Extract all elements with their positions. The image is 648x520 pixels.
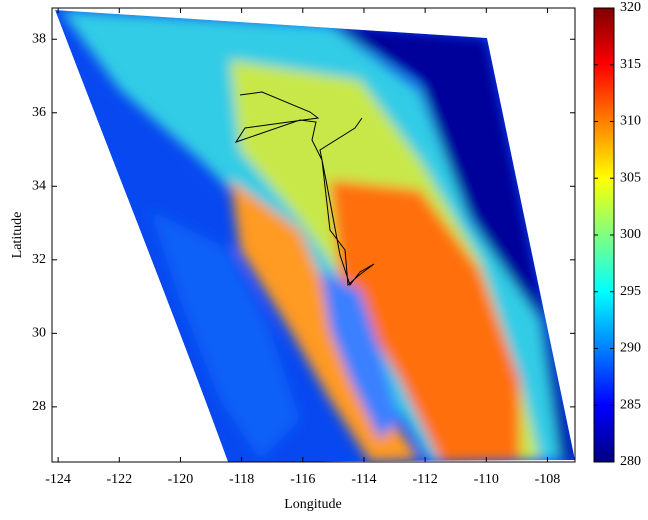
x-tick-label: -122 bbox=[106, 472, 132, 487]
y-tick-label: 38 bbox=[32, 31, 46, 46]
x-tick-label: -108 bbox=[535, 472, 561, 487]
colorbar-tick-label: 310 bbox=[620, 114, 641, 129]
x-tick-label: -124 bbox=[45, 472, 71, 487]
axes: -124 -122 -120 -118 -116 -114 -112 -110 -108 28 30… bbox=[32, 8, 575, 487]
y-tick-label: 34 bbox=[32, 179, 46, 194]
y-tick-label: 30 bbox=[32, 326, 46, 341]
colorbar-tick-label: 300 bbox=[620, 227, 641, 242]
x-axis-label: Longitude bbox=[284, 497, 342, 512]
y-axis-label: Latitude bbox=[10, 212, 25, 259]
x-tick-label: -118 bbox=[229, 472, 254, 487]
colorbar-tick-label: 320 bbox=[620, 0, 641, 15]
flight-track bbox=[234, 91, 375, 287]
y-tick-label: 32 bbox=[32, 252, 46, 267]
x-tick-label: -116 bbox=[290, 472, 315, 487]
temperature-swath bbox=[55, 10, 575, 462]
x-tick-label: -114 bbox=[351, 472, 376, 487]
x-tick-label: -112 bbox=[413, 472, 438, 487]
plot-frame bbox=[51, 7, 576, 463]
x-tick-label: -120 bbox=[168, 472, 194, 487]
x-tick-label: -110 bbox=[474, 472, 499, 487]
colorbar-tick-label: 280 bbox=[620, 454, 641, 469]
y-tick-label: 28 bbox=[32, 399, 46, 414]
colorbar-tick-label: 295 bbox=[620, 284, 641, 299]
colorbar-tick-label: 290 bbox=[620, 341, 641, 356]
colorbar-tick-label: 285 bbox=[620, 397, 641, 412]
y-tick-label: 36 bbox=[32, 105, 46, 120]
colorbar-tick-label: 305 bbox=[620, 170, 641, 185]
colorbar-tick-label: 315 bbox=[620, 57, 641, 72]
